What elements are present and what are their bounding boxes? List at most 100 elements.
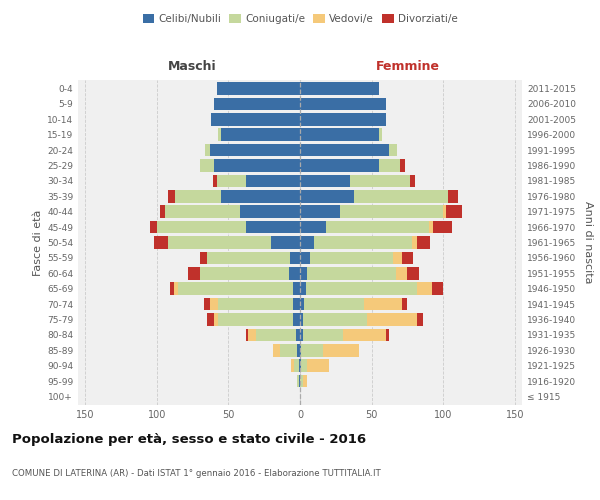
Bar — [323, 344, 359, 356]
Bar — [273, 344, 280, 356]
Bar — [256, 328, 296, 341]
Bar — [386, 328, 389, 341]
Bar — [401, 298, 407, 310]
Bar — [300, 267, 307, 280]
Bar — [393, 252, 401, 264]
Bar — [294, 360, 299, 372]
Bar — [418, 236, 430, 249]
Bar — [429, 221, 433, 234]
Bar — [340, 206, 443, 218]
Bar — [248, 328, 256, 341]
Bar — [364, 298, 401, 310]
Bar — [300, 328, 303, 341]
Bar — [297, 375, 299, 388]
Bar — [303, 375, 307, 388]
Bar — [400, 159, 404, 172]
Bar — [299, 360, 300, 372]
Bar — [350, 174, 410, 187]
Bar — [307, 267, 396, 280]
Bar — [292, 360, 294, 372]
Bar — [214, 98, 300, 110]
Bar — [379, 159, 400, 172]
Bar — [300, 360, 301, 372]
Bar — [166, 206, 240, 218]
Bar — [204, 298, 210, 310]
Bar — [443, 206, 446, 218]
Text: Maschi: Maschi — [168, 60, 217, 74]
Bar — [446, 206, 462, 218]
Bar — [207, 313, 214, 326]
Bar — [448, 190, 458, 202]
Bar — [355, 190, 448, 202]
Bar — [271, 236, 300, 249]
Bar — [326, 221, 429, 234]
Bar — [396, 267, 407, 280]
Bar — [300, 98, 386, 110]
Bar — [217, 82, 300, 95]
Bar — [280, 344, 297, 356]
Bar — [221, 128, 300, 141]
Bar — [168, 236, 271, 249]
Bar — [296, 328, 300, 341]
Bar — [293, 298, 300, 310]
Bar — [300, 113, 386, 126]
Bar — [300, 128, 379, 141]
Bar — [432, 282, 443, 295]
Bar — [154, 236, 168, 249]
Bar — [300, 190, 355, 202]
Bar — [367, 313, 418, 326]
Bar — [300, 313, 303, 326]
Bar — [178, 282, 293, 295]
Bar — [160, 206, 166, 218]
Bar — [207, 252, 290, 264]
Bar — [300, 221, 326, 234]
Bar — [157, 221, 245, 234]
Bar — [301, 360, 307, 372]
Bar — [314, 236, 412, 249]
Bar — [418, 282, 432, 295]
Bar — [303, 313, 367, 326]
Bar — [149, 221, 157, 234]
Bar — [433, 221, 452, 234]
Bar — [300, 174, 350, 187]
Bar — [245, 174, 300, 187]
Bar — [188, 267, 200, 280]
Bar — [306, 282, 418, 295]
Bar — [299, 375, 300, 388]
Bar — [174, 282, 178, 295]
Y-axis label: Fasce di età: Fasce di età — [33, 210, 43, 276]
Bar — [212, 174, 217, 187]
Bar — [300, 375, 303, 388]
Bar — [300, 206, 340, 218]
Bar — [379, 128, 382, 141]
Bar — [218, 298, 293, 310]
Bar — [290, 252, 300, 264]
Bar — [200, 252, 207, 264]
Bar — [170, 282, 174, 295]
Bar — [245, 328, 248, 341]
Bar — [211, 113, 300, 126]
Bar — [175, 190, 221, 202]
Bar — [407, 267, 419, 280]
Bar — [304, 298, 364, 310]
Bar — [240, 206, 300, 218]
Bar — [214, 159, 300, 172]
Bar — [410, 174, 415, 187]
Bar — [401, 252, 413, 264]
Y-axis label: Anni di nascita: Anni di nascita — [583, 201, 593, 284]
Bar — [245, 221, 300, 234]
Text: COMUNE DI LATERINA (AR) - Dati ISTAT 1° gennaio 2016 - Elaborazione TUTTITALIA.I: COMUNE DI LATERINA (AR) - Dati ISTAT 1° … — [12, 469, 381, 478]
Bar — [301, 344, 323, 356]
Bar — [418, 313, 423, 326]
Bar — [200, 267, 289, 280]
Bar — [307, 360, 329, 372]
Bar — [303, 328, 343, 341]
Text: Femmine: Femmine — [376, 60, 439, 74]
Bar — [300, 236, 314, 249]
Bar — [293, 313, 300, 326]
Bar — [210, 298, 218, 310]
Bar — [214, 313, 218, 326]
Bar — [217, 174, 245, 187]
Bar — [218, 313, 293, 326]
Bar — [168, 190, 175, 202]
